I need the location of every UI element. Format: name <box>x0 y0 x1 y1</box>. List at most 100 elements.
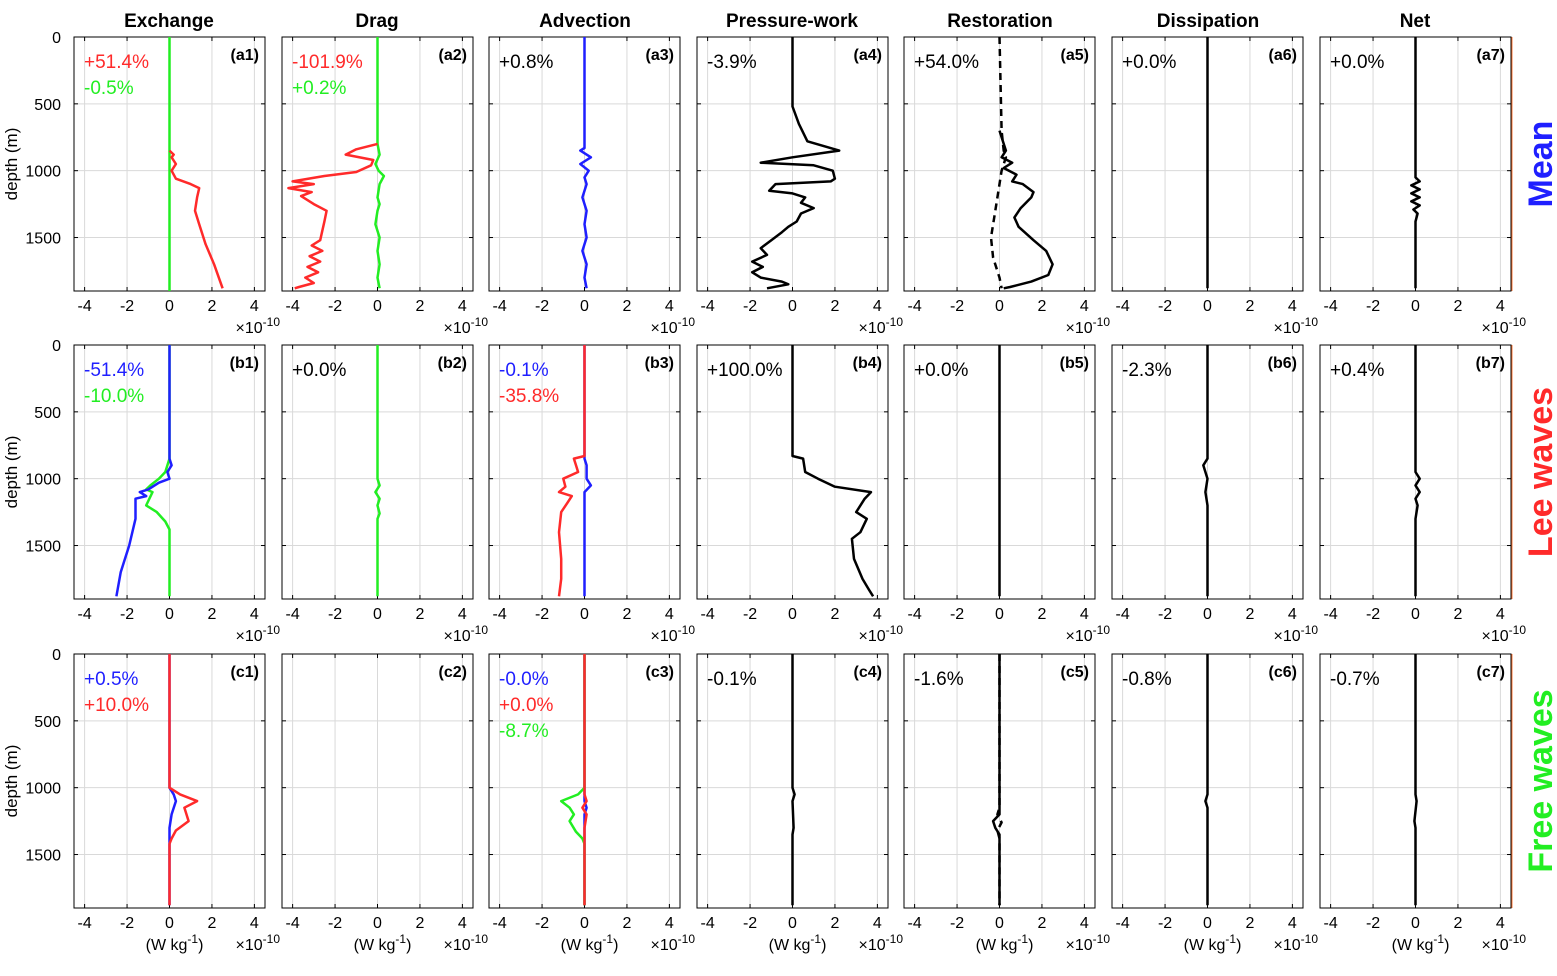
panel-id-label: (a5) <box>1061 47 1089 64</box>
x-tick-label: 0 <box>995 606 1004 623</box>
percent-annotation: +0.8% <box>499 52 554 73</box>
x-tick-label: -2 <box>1366 606 1380 623</box>
x-tick-label: -2 <box>743 298 757 315</box>
x-multiplier-exponent: -10 <box>1301 315 1319 329</box>
x-axis-unit-base: (W kg <box>354 937 396 954</box>
series-line <box>115 345 173 597</box>
x-tick-label: -2 <box>743 606 757 623</box>
x-axis-unit-close: ) <box>1028 937 1033 954</box>
series-group <box>559 654 588 906</box>
x-tick-label: 0 <box>165 915 174 932</box>
series-group <box>989 37 1054 290</box>
panel-id-label: (b3) <box>645 355 674 372</box>
row-label-lee-waves: Lee waves <box>1522 387 1557 557</box>
x-tick-label: 4 <box>873 298 882 315</box>
x-multiplier-exponent: -10 <box>471 315 489 329</box>
series-line <box>1414 345 1421 597</box>
column-title-exchange: Exchange <box>124 11 214 32</box>
x-tick-label: 0 <box>373 606 382 623</box>
x-tick-label: 4 <box>1288 915 1297 932</box>
panel-c3: -4 -2 0 2 4×10-10(W kg-1)(c3)-0.0%+0.0%-8.7% <box>488 653 696 954</box>
x-multiplier-exponent: -10 <box>263 932 281 946</box>
x-multiplier-base: ×10 <box>1274 628 1301 645</box>
x-multiplier-base: ×10 <box>236 320 263 337</box>
y-tick-label: 500 <box>34 714 61 731</box>
panel-id-label: (c6) <box>1269 664 1297 681</box>
x-axis-unit-exponent: -1 <box>1433 932 1444 946</box>
x-multiplier: ×10-10 <box>651 315 696 337</box>
percent-annotation: +0.0% <box>914 360 969 381</box>
x-multiplier-exponent: -10 <box>886 623 904 637</box>
x-axis-unit-label: (W kg-1) <box>976 932 1034 954</box>
column-title-pressure-work: Pressure-work <box>726 11 858 32</box>
panel-b3: -4 -2 0 2 4×10-10(b3)-0.1%-35.8% <box>488 344 695 645</box>
percent-annotation: -101.9% <box>292 52 363 73</box>
x-multiplier: ×10-10 <box>1274 315 1319 337</box>
x-tick-label: -2 <box>328 915 342 932</box>
x-tick-label: 0 <box>580 298 589 315</box>
series-line <box>750 37 841 290</box>
panel-b6: -4 -2 0 2 4×10-10(b6)-2.3% <box>1111 344 1319 645</box>
x-axis-unit-base: (W kg <box>769 937 811 954</box>
panel-b4: -4 -2 0 2 4×10-10(b4)+100.0% <box>696 344 904 645</box>
x-axis-unit-exponent: -1 <box>602 932 613 946</box>
percent-annotation: -8.7% <box>499 721 549 742</box>
column-title-advection: Advection <box>539 11 631 32</box>
x-multiplier-base: ×10 <box>1274 937 1301 954</box>
x-axis-unit-close: ) <box>1444 937 1449 954</box>
x-multiplier: ×10-10 <box>1066 315 1111 337</box>
x-multiplier-exponent: -10 <box>678 932 696 946</box>
y-tick-label: 1000 <box>25 781 61 798</box>
panel-a6: -4 -2 0 2 4×10-10(a6)+0.0% <box>1111 36 1319 337</box>
x-tick-label: 0 <box>788 606 797 623</box>
x-tick-label: -2 <box>535 298 549 315</box>
series-group <box>791 654 796 906</box>
x-axis-unit-label: (W kg-1) <box>354 932 412 954</box>
x-tick-label: 0 <box>1203 915 1212 932</box>
percent-annotation: +0.0% <box>292 360 347 381</box>
x-multiplier: ×10-10 <box>1274 623 1319 645</box>
series-group <box>557 345 593 597</box>
x-tick-label: -2 <box>1366 915 1380 932</box>
percent-annotation: -10.0% <box>84 386 144 407</box>
x-tick-label: -4 <box>1323 915 1337 932</box>
x-axis-unit-exponent: -1 <box>187 932 198 946</box>
x-multiplier: ×10-10 <box>236 932 281 954</box>
x-tick-label: -2 <box>535 915 549 932</box>
y-axis-label: depth (m) <box>2 128 21 201</box>
percent-annotation: +51.4% <box>84 52 149 73</box>
series-line <box>374 37 386 289</box>
x-tick-label: 0 <box>373 915 382 932</box>
y-tick-label: 1500 <box>25 231 61 248</box>
x-multiplier: ×10-10 <box>444 623 489 645</box>
x-tick-label: 4 <box>1080 606 1089 623</box>
x-multiplier-base: ×10 <box>651 628 678 645</box>
x-axis-unit-label: (W kg-1) <box>561 932 619 954</box>
panel-id-label: (b5) <box>1060 355 1089 372</box>
x-tick-label: 2 <box>207 298 216 315</box>
x-tick-label: 2 <box>1037 298 1046 315</box>
series-group <box>1410 37 1421 289</box>
percent-annotation: -0.5% <box>84 78 134 99</box>
x-multiplier-base: ×10 <box>236 937 263 954</box>
x-tick-label: 4 <box>250 606 259 623</box>
x-tick-label: 2 <box>830 298 839 315</box>
x-tick-label: 2 <box>415 606 424 623</box>
column-title-dissipation: Dissipation <box>1157 11 1259 32</box>
panel-a4: -4 -2 0 2 4×10-10(a4)-3.9% <box>696 36 903 337</box>
x-multiplier-base: ×10 <box>1066 937 1093 954</box>
x-axis-unit-base: (W kg <box>1392 937 1434 954</box>
y-tick-label: 0 <box>52 338 61 355</box>
row-labels: Mean Lee waves Free waves <box>1522 121 1557 873</box>
x-tick-label: 4 <box>250 298 259 315</box>
x-tick-label: 2 <box>1037 915 1046 932</box>
series-group <box>374 345 381 597</box>
panel-id-label: (a1) <box>231 47 259 64</box>
x-tick-label: 0 <box>788 915 797 932</box>
series-line <box>168 149 224 289</box>
panel-id-label: (a6) <box>1269 47 1297 64</box>
x-tick-label: 4 <box>1496 298 1505 315</box>
x-multiplier-base: ×10 <box>1066 320 1093 337</box>
x-multiplier: ×10-10 <box>651 932 696 954</box>
y-axis-label: depth (m) <box>2 436 21 509</box>
